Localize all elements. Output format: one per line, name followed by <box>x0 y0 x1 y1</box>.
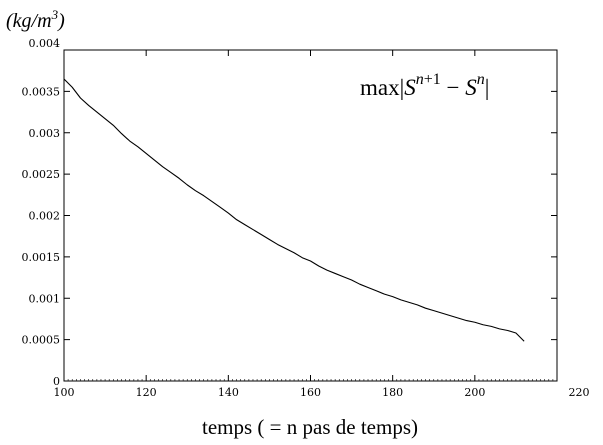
legend-label: max|Sn+1 − Sn| <box>360 71 489 100</box>
y-axis-label-unit: kg/m <box>13 10 52 32</box>
plot-frame <box>63 49 558 382</box>
x-axis-label: temps ( = n pas de temps) <box>202 415 418 439</box>
y-tick-label: 0.002 <box>29 210 61 223</box>
y-tick-label: 0.0015 <box>22 251 61 264</box>
series-line <box>63 78 525 342</box>
y-axis-label: (kg/m3) <box>6 7 65 32</box>
y-tick-label: 0.003 <box>29 127 61 140</box>
y-tick-label: 0 <box>53 375 60 388</box>
axis-ticks <box>63 49 558 382</box>
axis-tick-labels: 0 0.0005 0.001 0.0015 0.002 0.0025 0.003 0.0035… <box>22 37 590 399</box>
y-tick-label: 0.004 <box>29 37 61 50</box>
y-axis-label-open: ( <box>6 10 14 32</box>
y-tick-label: 0.0005 <box>22 334 61 347</box>
x-tick-label: 200 <box>464 386 485 399</box>
y-axis-label-exponent: 3 <box>51 7 59 22</box>
y-tick-label: 0.0025 <box>22 168 61 181</box>
x-tick-label: 100 <box>54 386 75 399</box>
x-tick-label: 180 <box>382 386 403 399</box>
x-tick-label: 220 <box>569 386 590 399</box>
y-axis-label-close: ) <box>57 10 65 32</box>
y-tick-label: 0.001 <box>29 292 61 305</box>
x-tick-label: 160 <box>300 386 321 399</box>
x-tick-label: 140 <box>218 386 239 399</box>
y-tick-label: 0.0035 <box>22 85 61 98</box>
x-tick-label: 120 <box>136 386 157 399</box>
